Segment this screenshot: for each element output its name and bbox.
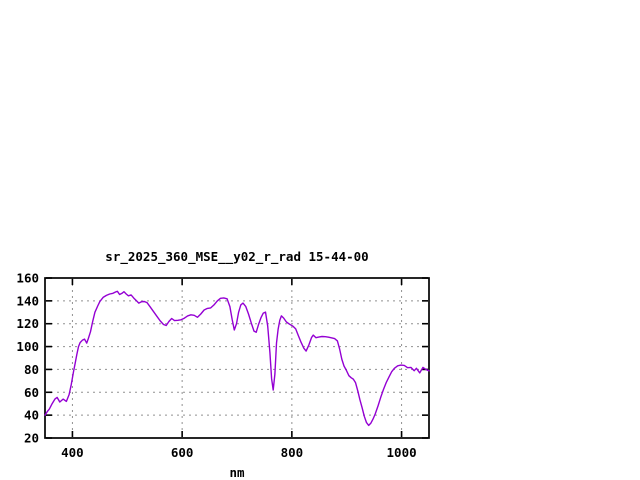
plot-border <box>44 277 430 439</box>
y-tick-label: 40 <box>24 408 39 423</box>
axis-tick-marks <box>46 277 428 439</box>
y-tick-label: 100 <box>16 339 39 354</box>
y-tick-label: 120 <box>16 316 39 331</box>
x-tick-label: 800 <box>281 445 304 460</box>
y-tick-label: 60 <box>24 385 39 400</box>
grid-lines <box>45 278 429 438</box>
x-tick-label: 400 <box>61 445 84 460</box>
y-axis-tick-labels: 20 40 60 80 100 120 140 160 <box>16 271 39 446</box>
y-tick-label: 80 <box>24 362 39 377</box>
x-tick-label: 600 <box>171 445 194 460</box>
spectrum-curve <box>44 290 430 427</box>
y-tick-label: 160 <box>16 271 39 286</box>
y-tick-label: 20 <box>24 431 39 446</box>
x-axis-label: nm <box>229 465 245 480</box>
x-tick-label: 1000 <box>387 445 417 460</box>
x-axis-tick-labels: 400 600 800 1000 <box>61 445 416 460</box>
y-tick-label: 140 <box>16 293 39 308</box>
chart-title: sr_2025_360_MSE__y02_r_rad 15-44-00 <box>105 249 368 265</box>
